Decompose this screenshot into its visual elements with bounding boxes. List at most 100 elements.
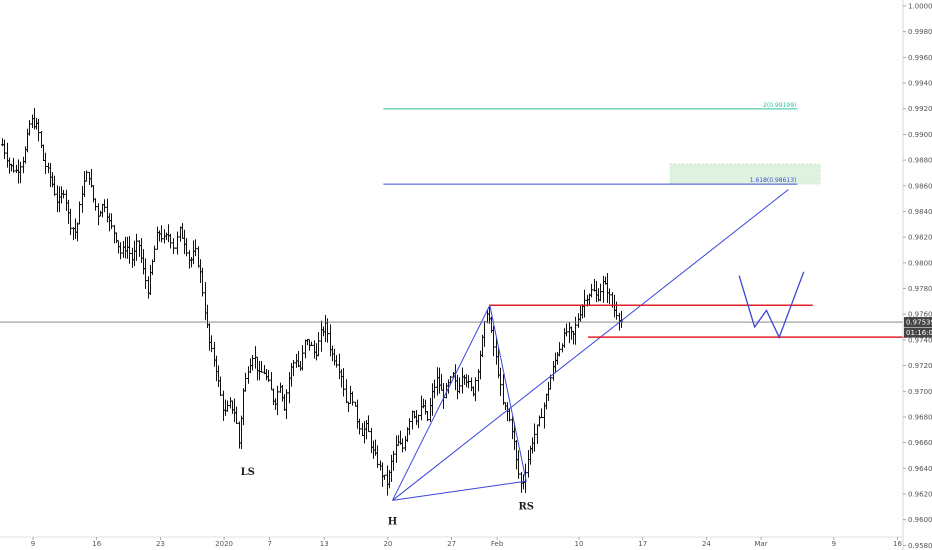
triangle-pattern	[392, 303, 527, 501]
ohlc-bar	[135, 233, 138, 261]
fib-level-label: 2(0.99199)	[763, 102, 796, 109]
ohlc-bar	[201, 267, 204, 297]
price-tick-label: 0.95800	[908, 542, 932, 550]
time-tick-label: 16	[893, 540, 902, 548]
ohlc-bar	[78, 201, 81, 225]
target-zone-box	[669, 163, 821, 185]
ohlc-bar	[128, 236, 131, 264]
time-tick-label: 24	[702, 540, 711, 548]
left-shoulder-label: LS	[241, 467, 255, 478]
ohlc-bar	[517, 450, 520, 479]
ohlc-bar	[558, 342, 561, 357]
ohlc-bar	[119, 242, 122, 260]
time-tick-label: 13	[320, 540, 329, 548]
ohlc-bar	[219, 376, 222, 397]
ohlc-bar	[408, 418, 411, 435]
ohlc-bar	[176, 231, 179, 255]
ohlc-bar	[226, 400, 229, 412]
price-tags: 0.97539 01:16:07	[904, 317, 932, 338]
ohlc-bar	[44, 152, 47, 174]
ohlc-bar	[62, 190, 65, 199]
price-tag: 0.97539	[904, 317, 932, 328]
ohlc-bar	[458, 377, 461, 394]
ohlc-bar	[260, 360, 263, 373]
ohlc-bar	[342, 368, 345, 397]
ohlc-bar	[153, 245, 156, 262]
ohlc-bar	[376, 445, 379, 468]
ohlc-bar	[85, 170, 88, 182]
ohlc-bar	[335, 355, 338, 368]
ohlc-bar	[351, 391, 354, 406]
time-tick-label: 20	[383, 540, 392, 548]
ohlc-bar	[292, 359, 295, 377]
ohlc-bar	[144, 258, 147, 289]
price-tag-label: 01:16:07	[906, 329, 932, 337]
ohlc-bar	[317, 332, 320, 357]
ohlc-bar	[267, 369, 270, 382]
price-tag-label: 0.97539	[906, 319, 932, 327]
neckline-trendline	[392, 189, 789, 501]
ohlc-bar	[19, 161, 22, 184]
time-tick-label: 7	[267, 540, 271, 548]
price-tag-background	[904, 317, 932, 328]
ohlc-bar	[583, 289, 586, 318]
pattern-labels: LS H RS	[241, 467, 534, 527]
ohlc-bar	[160, 225, 163, 243]
ohlc-bar	[53, 175, 56, 196]
ohlc-bar	[326, 318, 329, 343]
ohlc-bar	[244, 372, 247, 392]
fib-level-label: 1.618(0.98613)	[750, 177, 797, 184]
ohlc-bar	[358, 418, 361, 435]
ohlc-bar	[69, 208, 72, 236]
ohlc-bar	[492, 325, 495, 357]
right-shoulder-label: RS	[518, 502, 534, 513]
ohlc-bar	[574, 316, 577, 345]
ohlc-bar	[185, 238, 188, 257]
ohlc-bar	[499, 367, 502, 396]
ohlc-bar	[37, 118, 40, 142]
head-label: H	[388, 516, 397, 527]
time-tick-label: 2020	[215, 540, 233, 548]
ohlc-bar	[533, 423, 536, 452]
ohlc-bar	[540, 408, 543, 419]
ohlc-bar	[276, 385, 279, 415]
ohlc-bar	[110, 213, 113, 230]
ohlc-bar	[549, 374, 552, 390]
ohlc-bar	[367, 415, 370, 433]
time-tick-label: 9	[31, 540, 35, 548]
time-axis[interactable]: 9 16 23 2020 7 13 20 27 Feb 10 17 24 Mar 9 16	[31, 537, 903, 548]
time-tick-label: 16	[92, 540, 101, 548]
ohlc-bar	[28, 120, 31, 136]
time-tick-label: Feb	[491, 540, 504, 548]
price-tag-background	[904, 327, 932, 338]
ohlc-bar	[590, 283, 593, 298]
ohlc-bar	[103, 199, 106, 213]
ohlc-bar	[285, 389, 288, 420]
time-tick-label: 9	[832, 540, 836, 548]
ohlc-bar	[12, 157, 15, 173]
ohlc-bar	[235, 406, 238, 424]
ohlc-bar	[599, 283, 602, 302]
time-tick-label: 17	[638, 540, 647, 548]
